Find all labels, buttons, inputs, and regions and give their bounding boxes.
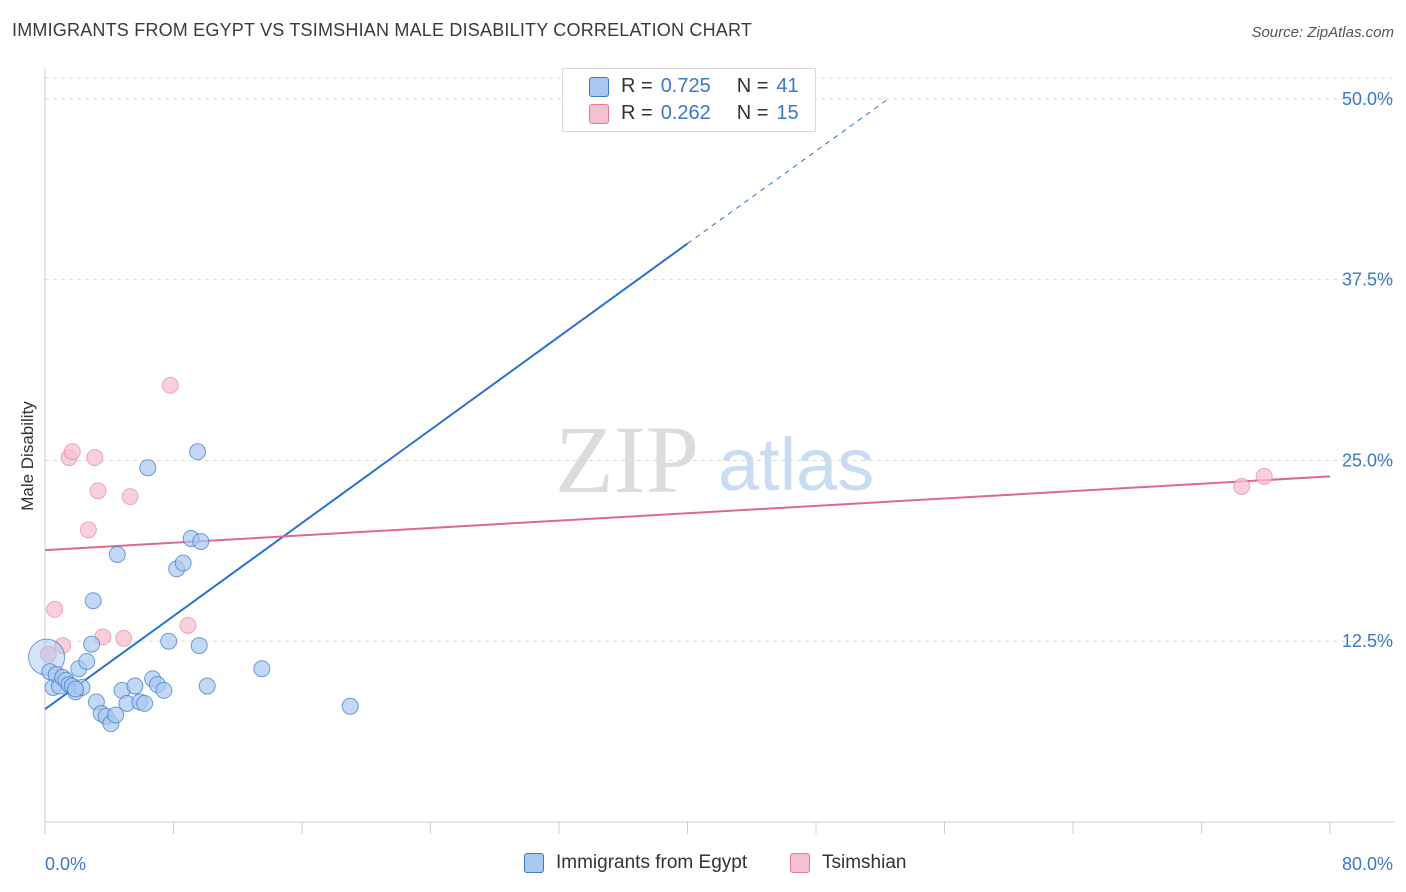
point-egypt bbox=[253, 660, 271, 678]
point-egypt bbox=[198, 677, 216, 695]
trendlines bbox=[44, 98, 1331, 711]
y-tick-label: 50.0% bbox=[1342, 89, 1393, 109]
point-egypt bbox=[139, 459, 157, 477]
watermark-atlas: atlas bbox=[718, 423, 874, 506]
legend-n-label: N = bbox=[736, 74, 769, 97]
point-egypt bbox=[83, 635, 101, 653]
y-tick-label: 25.0% bbox=[1342, 450, 1393, 470]
legend-n-label: N = bbox=[736, 101, 769, 124]
point-egypt bbox=[136, 694, 154, 712]
trendline-egypt-extension bbox=[687, 98, 889, 244]
scatter-points bbox=[28, 376, 1273, 733]
point-tsimshian bbox=[121, 488, 139, 506]
legend-r-value: 0.725 bbox=[660, 74, 711, 97]
point-tsimshian bbox=[79, 521, 97, 539]
legend-label-tsimshian: Tsimshian bbox=[822, 852, 907, 873]
point-tsimshian bbox=[179, 616, 197, 634]
y-tick-label: 37.5% bbox=[1342, 270, 1393, 290]
series-legend: Immigrants from Egypt Tsimshian bbox=[0, 852, 1406, 878]
x-tick-label: 80.0% bbox=[1342, 854, 1393, 874]
trendline-tsimshian bbox=[44, 475, 1331, 552]
point-egypt bbox=[190, 637, 208, 655]
point-egypt bbox=[160, 632, 178, 650]
legend-swatch-tsimshian bbox=[589, 104, 609, 124]
legend-row-egypt: R = 0.725 N = 41 bbox=[589, 73, 799, 99]
legend-item-egypt: Immigrants from Egypt bbox=[524, 852, 747, 874]
y-tick-label: 12.5% bbox=[1342, 631, 1393, 651]
source-label: Source: ZipAtlas.com bbox=[1251, 24, 1394, 41]
point-egypt bbox=[108, 545, 126, 563]
point-tsimshian bbox=[63, 443, 81, 461]
grid-lines bbox=[45, 77, 1395, 642]
axes bbox=[44, 68, 1395, 834]
watermark: ZIP atlas bbox=[555, 406, 874, 513]
legend-r-label: R = bbox=[621, 74, 653, 97]
point-egypt bbox=[126, 677, 144, 695]
legend-row-tsimshian: R = 0.262 N = 15 bbox=[589, 100, 799, 126]
point-egypt bbox=[341, 697, 359, 715]
point-egypt bbox=[174, 554, 192, 572]
point-egypt bbox=[192, 532, 210, 550]
watermark-zip: ZIP bbox=[555, 406, 699, 513]
point-tsimshian bbox=[86, 449, 104, 467]
legend-item-tsimshian: Tsimshian bbox=[790, 852, 906, 874]
point-egypt bbox=[67, 680, 85, 698]
chart-title: IMMIGRANTS FROM EGYPT VS TSIMSHIAN MALE … bbox=[12, 20, 753, 40]
point-tsimshian bbox=[161, 376, 179, 394]
point-egypt bbox=[155, 681, 173, 699]
legend-n-value: 15 bbox=[776, 101, 799, 124]
point-tsimshian bbox=[89, 482, 107, 500]
legend-swatch-egypt bbox=[524, 853, 544, 873]
legend-label-egypt: Immigrants from Egypt bbox=[556, 852, 748, 873]
legend-swatch-egypt bbox=[589, 77, 609, 97]
point-tsimshian bbox=[115, 629, 133, 647]
point-tsimshian bbox=[1255, 467, 1273, 485]
x-tick-label: 0.0% bbox=[45, 854, 86, 874]
legend-n-value: 41 bbox=[776, 74, 799, 97]
point-tsimshian bbox=[1233, 477, 1251, 495]
tick-labels: 12.5% 25.0% 37.5% 50.0% 0.0% 80.0% bbox=[45, 89, 1393, 874]
correlation-legend: R = 0.725 N = 41 R = 0.262 N = 15 bbox=[562, 68, 816, 132]
legend-r-value: 0.262 bbox=[660, 101, 711, 124]
trendline-egypt bbox=[44, 242, 689, 711]
point-egypt bbox=[84, 592, 102, 610]
point-tsimshian bbox=[46, 600, 64, 618]
y-axis-label: Male Disability bbox=[18, 401, 37, 511]
legend-r-label: R = bbox=[621, 101, 653, 124]
point-egypt bbox=[189, 443, 207, 461]
point-egypt bbox=[107, 706, 125, 724]
legend-swatch-tsimshian bbox=[790, 853, 810, 873]
point-egypt bbox=[78, 652, 96, 670]
